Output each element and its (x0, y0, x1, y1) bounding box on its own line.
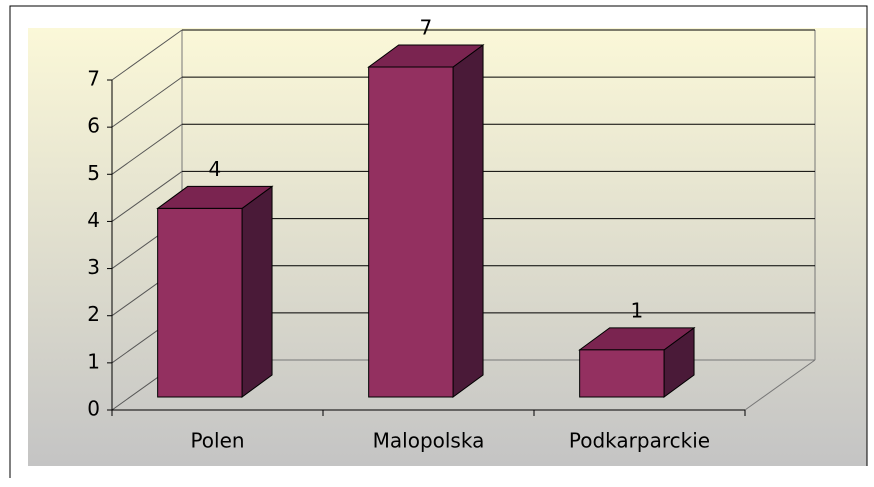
bar-side (241, 185, 273, 398)
y-tick-label: 1 (87, 349, 100, 373)
grid-line (111, 76, 183, 128)
x-tick-label: Malopolska (373, 429, 485, 453)
y-tick-label: 5 (87, 161, 100, 185)
y-tick-label: 4 (87, 208, 100, 232)
bar (579, 349, 665, 398)
y-tick-label: 6 (87, 114, 100, 138)
y-tick-label: 2 (87, 302, 100, 326)
value-label: 1 (630, 298, 643, 322)
plot: 0 1 2 3 4 5 6 7 4 Polen 7 Malopolska 1 Podkarparckie (87, 16, 816, 453)
y-tick-label: 7 (87, 67, 100, 91)
value-label: 7 (419, 16, 432, 40)
grid-line (111, 29, 183, 81)
y-tick-label: 3 (87, 255, 100, 279)
bar (368, 66, 454, 398)
floor-edge (744, 359, 816, 411)
x-tick-label: Polen (190, 429, 244, 453)
grid-line (111, 171, 183, 222)
grid-line (111, 123, 183, 175)
bar-side (452, 44, 484, 398)
bar (157, 207, 243, 398)
y-tick-label: 0 (87, 397, 100, 421)
x-tick-label: Podkarparckie (569, 429, 710, 453)
chart-border (9, 5, 868, 478)
value-label: 4 (208, 157, 221, 181)
